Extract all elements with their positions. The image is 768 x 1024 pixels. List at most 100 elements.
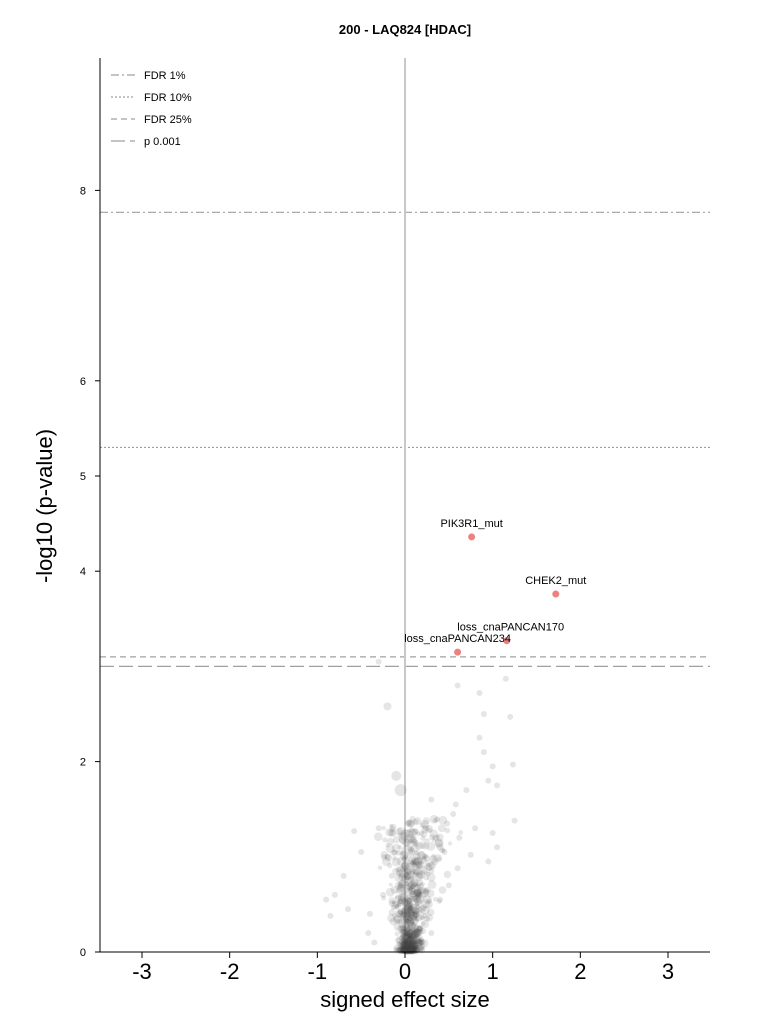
background-point [415, 914, 423, 922]
background-point [406, 933, 412, 939]
background-point [403, 943, 410, 949]
background-point [399, 941, 408, 949]
background-point [392, 836, 401, 844]
background-point [415, 911, 420, 916]
background-point [408, 911, 417, 920]
background-point [351, 828, 358, 835]
background-point [400, 928, 409, 937]
background-point [404, 926, 411, 934]
background-point [387, 862, 393, 869]
background-point [417, 938, 425, 945]
background-point [400, 940, 406, 946]
background-point [405, 945, 412, 952]
background-point [401, 928, 411, 938]
background-point [423, 886, 431, 894]
background-point [400, 910, 408, 919]
background-point [402, 944, 409, 951]
background-point [389, 917, 397, 926]
background-point [411, 917, 419, 926]
background-point [414, 889, 422, 897]
background-point [414, 884, 421, 891]
background-point [408, 828, 417, 837]
background-point [407, 935, 413, 941]
background-point [417, 888, 422, 894]
background-point [423, 855, 431, 863]
background-point [406, 935, 414, 944]
background-point [416, 892, 422, 897]
background-point [416, 887, 425, 895]
background-point [485, 777, 492, 784]
background-point [403, 915, 411, 923]
background-point [408, 946, 415, 953]
background-point [398, 924, 408, 934]
background-point [425, 913, 434, 922]
background-point [411, 838, 418, 845]
background-point [421, 912, 428, 919]
background-point [381, 854, 388, 861]
background-point [404, 912, 410, 919]
background-point [398, 940, 406, 948]
background-point [407, 881, 416, 890]
background-point [393, 922, 402, 931]
background-point [412, 929, 420, 938]
background-point [401, 942, 410, 950]
background-point [416, 938, 425, 947]
background-point [404, 937, 411, 944]
background-point [416, 891, 423, 899]
y-tick-label: 4 [80, 566, 86, 578]
background-point [437, 896, 444, 903]
background-point [395, 828, 403, 835]
background-point [403, 938, 413, 948]
background-point [410, 860, 416, 866]
background-point [391, 857, 401, 867]
background-point [423, 871, 429, 876]
background-point [413, 840, 418, 846]
background-point [400, 933, 406, 939]
background-point [416, 872, 424, 880]
background-point [400, 941, 409, 950]
background-point [409, 938, 416, 945]
background-point [444, 827, 451, 834]
background-point [413, 937, 423, 947]
background-point [400, 941, 408, 949]
background-point [398, 869, 408, 878]
background-point [428, 861, 437, 870]
background-point [394, 881, 403, 890]
background-point [394, 904, 399, 909]
background-point [397, 908, 407, 917]
background-point [416, 945, 423, 952]
background-point [418, 939, 423, 944]
background-point [408, 940, 415, 947]
background-point [393, 944, 400, 951]
background-point [396, 919, 401, 924]
background-point [410, 940, 419, 949]
background-point [426, 898, 433, 904]
background-point [402, 839, 411, 848]
background-point [399, 836, 406, 844]
background-point [412, 910, 420, 919]
background-point [408, 946, 414, 952]
background-point [375, 658, 382, 665]
background-point [404, 896, 409, 902]
background-point [405, 940, 413, 949]
background-point [414, 944, 420, 950]
background-point [428, 929, 435, 936]
background-point [407, 933, 413, 939]
background-point [401, 912, 408, 919]
background-point [409, 947, 415, 953]
background-point [407, 905, 414, 911]
background-point [407, 828, 412, 833]
background-point [411, 863, 417, 868]
background-point [407, 946, 414, 953]
background-point [411, 947, 416, 953]
background-point [412, 947, 418, 953]
background-point [394, 895, 399, 900]
background-point [407, 932, 414, 938]
background-point [388, 900, 395, 907]
background-point [396, 941, 402, 947]
background-point [331, 891, 338, 898]
background-point [408, 943, 415, 950]
background-point [407, 887, 416, 896]
background-point [431, 837, 437, 843]
background-point [414, 888, 422, 896]
